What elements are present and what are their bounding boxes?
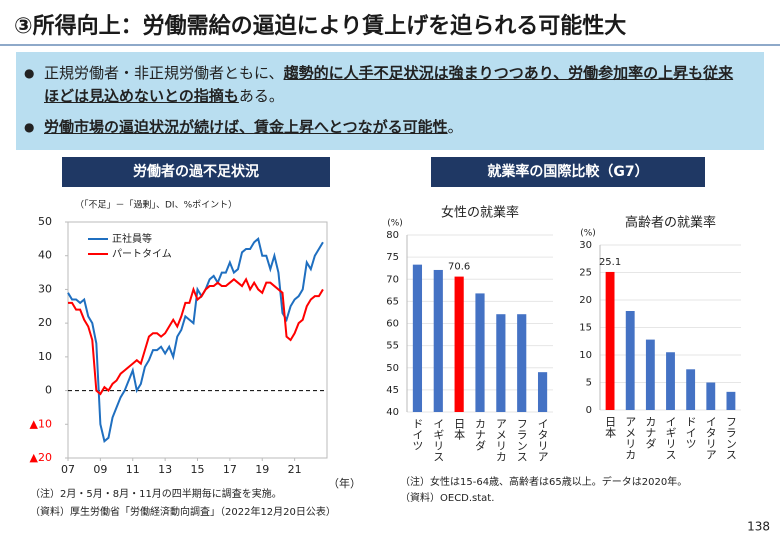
bar bbox=[537, 372, 548, 412]
banner bbox=[431, 157, 705, 187]
y-tick-label: 50 bbox=[386, 363, 399, 374]
axis-title: 女性の就業率 bbox=[441, 205, 519, 221]
x-tick-label: 11 bbox=[126, 463, 140, 476]
y-tick-label: 5 bbox=[586, 378, 592, 389]
x-tick-label: 21 bbox=[288, 463, 302, 476]
y-tick-label: 0 bbox=[586, 405, 592, 416]
bar bbox=[706, 382, 716, 410]
x-tick-label: 15 bbox=[191, 463, 205, 476]
bullet-text: ある。 bbox=[238, 87, 284, 105]
bullet-text: 正規労働者・非正規労働者ともに、 bbox=[44, 64, 284, 82]
y-tick-label: ▲10 bbox=[30, 417, 52, 430]
bar bbox=[412, 264, 423, 412]
x-tick-label: フランス bbox=[724, 416, 737, 460]
y-tick-label: 70 bbox=[386, 274, 399, 285]
x-tick-label: ドイツ bbox=[411, 418, 424, 451]
y-tick-label: 20 bbox=[38, 316, 52, 329]
bar bbox=[475, 293, 485, 412]
bar bbox=[625, 311, 635, 410]
value-label: 70.6 bbox=[448, 262, 470, 273]
legend bbox=[82, 230, 182, 264]
bar bbox=[645, 339, 655, 410]
y-tick-label: ▲20 bbox=[30, 451, 52, 464]
bullet-text: 趨勢的に人手不足状況は強まりつつあり、労働参加率の上昇も従来ほどは見込めないとの… bbox=[44, 64, 734, 105]
x-tick-label: 19 bbox=[255, 463, 269, 476]
y-unit: (%) bbox=[387, 219, 403, 229]
y-tick-label: 65 bbox=[386, 296, 399, 307]
x-tick-label: 日本 bbox=[604, 416, 617, 439]
line bbox=[68, 277, 324, 396]
y-tick-label: 25 bbox=[579, 268, 592, 279]
x-tick-label: カナダ bbox=[474, 418, 487, 451]
y-tick-label: 30 bbox=[38, 282, 52, 295]
y-tick-label: 60 bbox=[386, 319, 399, 330]
bullet-text: 労働市場の逼迫状況が続けば、賃金上昇へとつながる可能性 bbox=[44, 118, 448, 136]
y-tick-label: 50 bbox=[38, 215, 52, 228]
y-tick-label: 55 bbox=[386, 341, 399, 352]
x-tick-label: 07 bbox=[61, 463, 75, 476]
bar bbox=[496, 314, 506, 412]
y-tick-label: 15 bbox=[579, 323, 592, 334]
line bbox=[67, 237, 324, 443]
x-tick-label: ドイツ bbox=[684, 416, 697, 449]
x-tick-label: イギリス bbox=[664, 416, 677, 460]
bullet-text: 。 bbox=[447, 118, 463, 136]
chart-title: 労働者の過不足状況 bbox=[133, 163, 259, 180]
x-tick-label: アメリカ bbox=[494, 418, 507, 462]
legend-label: パートタイム bbox=[112, 248, 172, 260]
chart-note: （「不足」－「過剰」、DI、%ポイント） bbox=[75, 199, 237, 211]
group-title: 就業率の国際比較（G7） bbox=[487, 163, 648, 180]
bar bbox=[433, 269, 443, 412]
note: （注）2月・5月・8月・11月の四半期毎に調査を実施。 bbox=[30, 487, 282, 500]
x-tick-label: アメリカ bbox=[624, 416, 637, 460]
page-number: 138 bbox=[747, 520, 770, 534]
y-tick-label: 80 bbox=[386, 230, 399, 241]
bar bbox=[726, 391, 736, 410]
y-tick-label: 45 bbox=[386, 385, 399, 396]
x-axis-label: （年） bbox=[328, 476, 361, 490]
axis-title: 高齢者の就業率 bbox=[625, 215, 716, 231]
x-tick-label: イタリア bbox=[704, 416, 717, 460]
x-tick-label: 09 bbox=[93, 463, 107, 476]
slide-title: ③所得向上：労働需給の逼迫により賃上げを迫られる可能性大 bbox=[14, 14, 627, 39]
value-label: 25.1 bbox=[599, 257, 621, 268]
bar bbox=[605, 271, 615, 410]
y-tick-label: 20 bbox=[579, 295, 592, 306]
y-tick-label: 75 bbox=[386, 252, 399, 263]
y-tick-label: 40 bbox=[386, 407, 399, 418]
bullet: 労働市場の逼迫状況が続けば、賃金上昇へとつながる可能性。 bbox=[24, 116, 744, 139]
x-tick-label: フランス bbox=[515, 418, 528, 462]
note: （資料）OECD.stat. bbox=[400, 491, 494, 504]
x-tick-label: イタリア bbox=[536, 418, 549, 462]
x-tick-label: カナダ bbox=[644, 416, 657, 449]
note: （注）女性は15-64歳、高齢者は65歳以上。データは2020年。 bbox=[400, 475, 687, 488]
bar bbox=[686, 369, 696, 410]
note: （資料）厚生労働省「労働経済動向調査」（2022年12月20日公表） bbox=[30, 505, 336, 518]
bullet: 正規労働者・非正規労働者ともに、趨勢的に人手不足状況は強まりつつあり、労働参加率… bbox=[24, 62, 744, 108]
bar bbox=[454, 276, 464, 412]
x-tick-label: イギリス bbox=[432, 418, 445, 462]
x-tick-label: 17 bbox=[223, 463, 237, 476]
x-tick-label: 13 bbox=[158, 463, 172, 476]
y-tick-label: 10 bbox=[38, 350, 52, 363]
bar bbox=[517, 314, 527, 412]
banner bbox=[62, 157, 330, 187]
bar bbox=[666, 352, 675, 410]
x-tick-label: 日本 bbox=[453, 418, 466, 441]
y-unit: (%) bbox=[580, 229, 596, 239]
y-tick-label: 0 bbox=[45, 384, 52, 397]
y-tick-label: 30 bbox=[579, 240, 592, 251]
legend-label: 正社員等 bbox=[112, 232, 152, 245]
y-tick-label: 10 bbox=[579, 350, 592, 361]
title-rule bbox=[0, 44, 780, 46]
y-tick-label: 40 bbox=[38, 249, 52, 262]
